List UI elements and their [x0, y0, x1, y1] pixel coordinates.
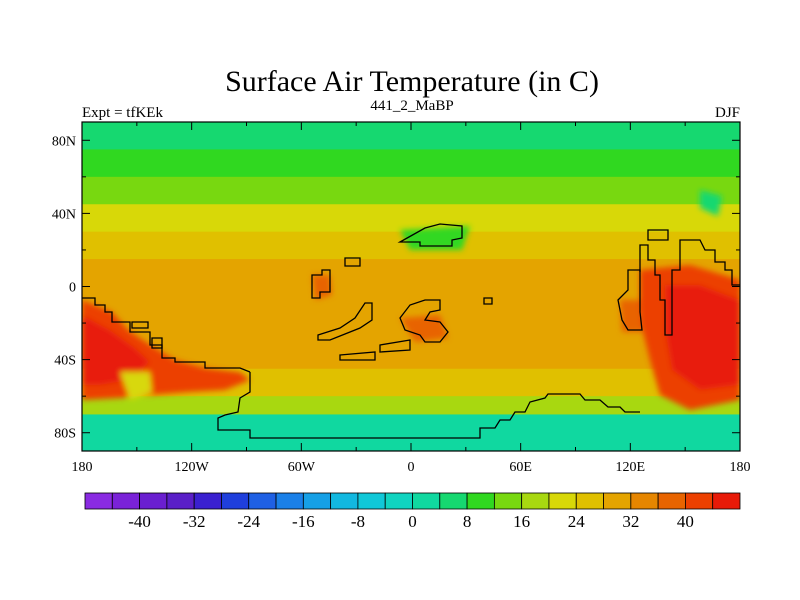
colorbar-swatch — [357, 492, 386, 510]
lat-tick-label: 80N — [52, 134, 76, 149]
lon-tick-label: 120E — [616, 460, 646, 475]
colorbar-swatch — [111, 492, 140, 510]
colorbar-swatch — [275, 492, 304, 510]
colorbar-swatch — [193, 492, 222, 510]
colorbar-label: 32 — [622, 512, 639, 531]
colorbar-swatch — [685, 492, 714, 510]
lon-tick-label: 60W — [288, 460, 316, 475]
experiment-label: Expt = tfKEk — [82, 105, 163, 121]
colorbar-label: 0 — [408, 512, 417, 531]
colorbar-swatch — [330, 492, 359, 510]
colorbar-swatch — [712, 492, 741, 510]
lat-tick-label: 40N — [52, 207, 76, 222]
zonal-band-2 — [82, 176, 740, 205]
lat-tick-label: 0 — [69, 281, 76, 296]
latitude-axis: 80N 40N 0 40S 80S — [52, 134, 740, 442]
colorbar-swatch — [603, 492, 632, 510]
map-title: Surface Air Temperature (in C) — [225, 65, 599, 98]
zonal-band-1 — [82, 149, 740, 178]
colorbar-label: -8 — [351, 512, 365, 531]
colorbar-swatch — [248, 492, 277, 510]
season-label: DJF — [715, 105, 740, 121]
colorbar-label: 16 — [513, 512, 530, 531]
lon-tick-label: 180 — [72, 460, 93, 475]
colorbar-swatch — [139, 492, 168, 510]
lat-tick-label: 80S — [54, 427, 76, 442]
colorbar-swatch — [412, 492, 441, 510]
colorbar-swatch — [302, 492, 332, 510]
zonal-band-7 — [82, 396, 740, 415]
colorbar-swatch — [221, 492, 250, 510]
lon-tick-label: 60E — [509, 460, 532, 475]
colorbar-label: -24 — [237, 512, 260, 531]
colorbar-label: 8 — [463, 512, 472, 531]
lon-tick-label: 120W — [175, 460, 210, 475]
longitude-axis: 180 120W 60W 0 60E 120E 180 — [72, 122, 751, 475]
colorbar-swatch — [630, 492, 659, 510]
zonal-band-3 — [82, 204, 740, 233]
colorbar-swatch — [384, 492, 413, 510]
dataset-label: 441_2_MaBP — [370, 98, 453, 114]
colorbar-swatch — [466, 492, 495, 510]
colorbar-label: 40 — [677, 512, 694, 531]
colorbar-swatch — [84, 492, 113, 510]
colorbar-swatch — [521, 492, 550, 510]
colorbar: -40 -32 -24 -16 -8 0 8 16 24 32 40 — [84, 492, 741, 531]
lon-tick-label: 180 — [730, 460, 751, 475]
colorbar-swatch — [166, 492, 195, 510]
colorbar-label: -40 — [128, 512, 151, 531]
temperature-field — [82, 122, 740, 451]
lon-tick-label: 0 — [408, 460, 415, 475]
colorbar-label: -16 — [292, 512, 315, 531]
colorbar-swatch — [493, 492, 523, 510]
colorbar-swatch — [575, 492, 604, 510]
colorbar-swatch — [439, 492, 468, 510]
colorbar-swatch — [657, 492, 686, 510]
lat-tick-label: 40S — [54, 354, 76, 369]
colorbar-label: 24 — [568, 512, 586, 531]
colorbar-swatch — [548, 492, 577, 510]
colorbar-label: -32 — [183, 512, 206, 531]
continent-outlines — [82, 223, 740, 439]
